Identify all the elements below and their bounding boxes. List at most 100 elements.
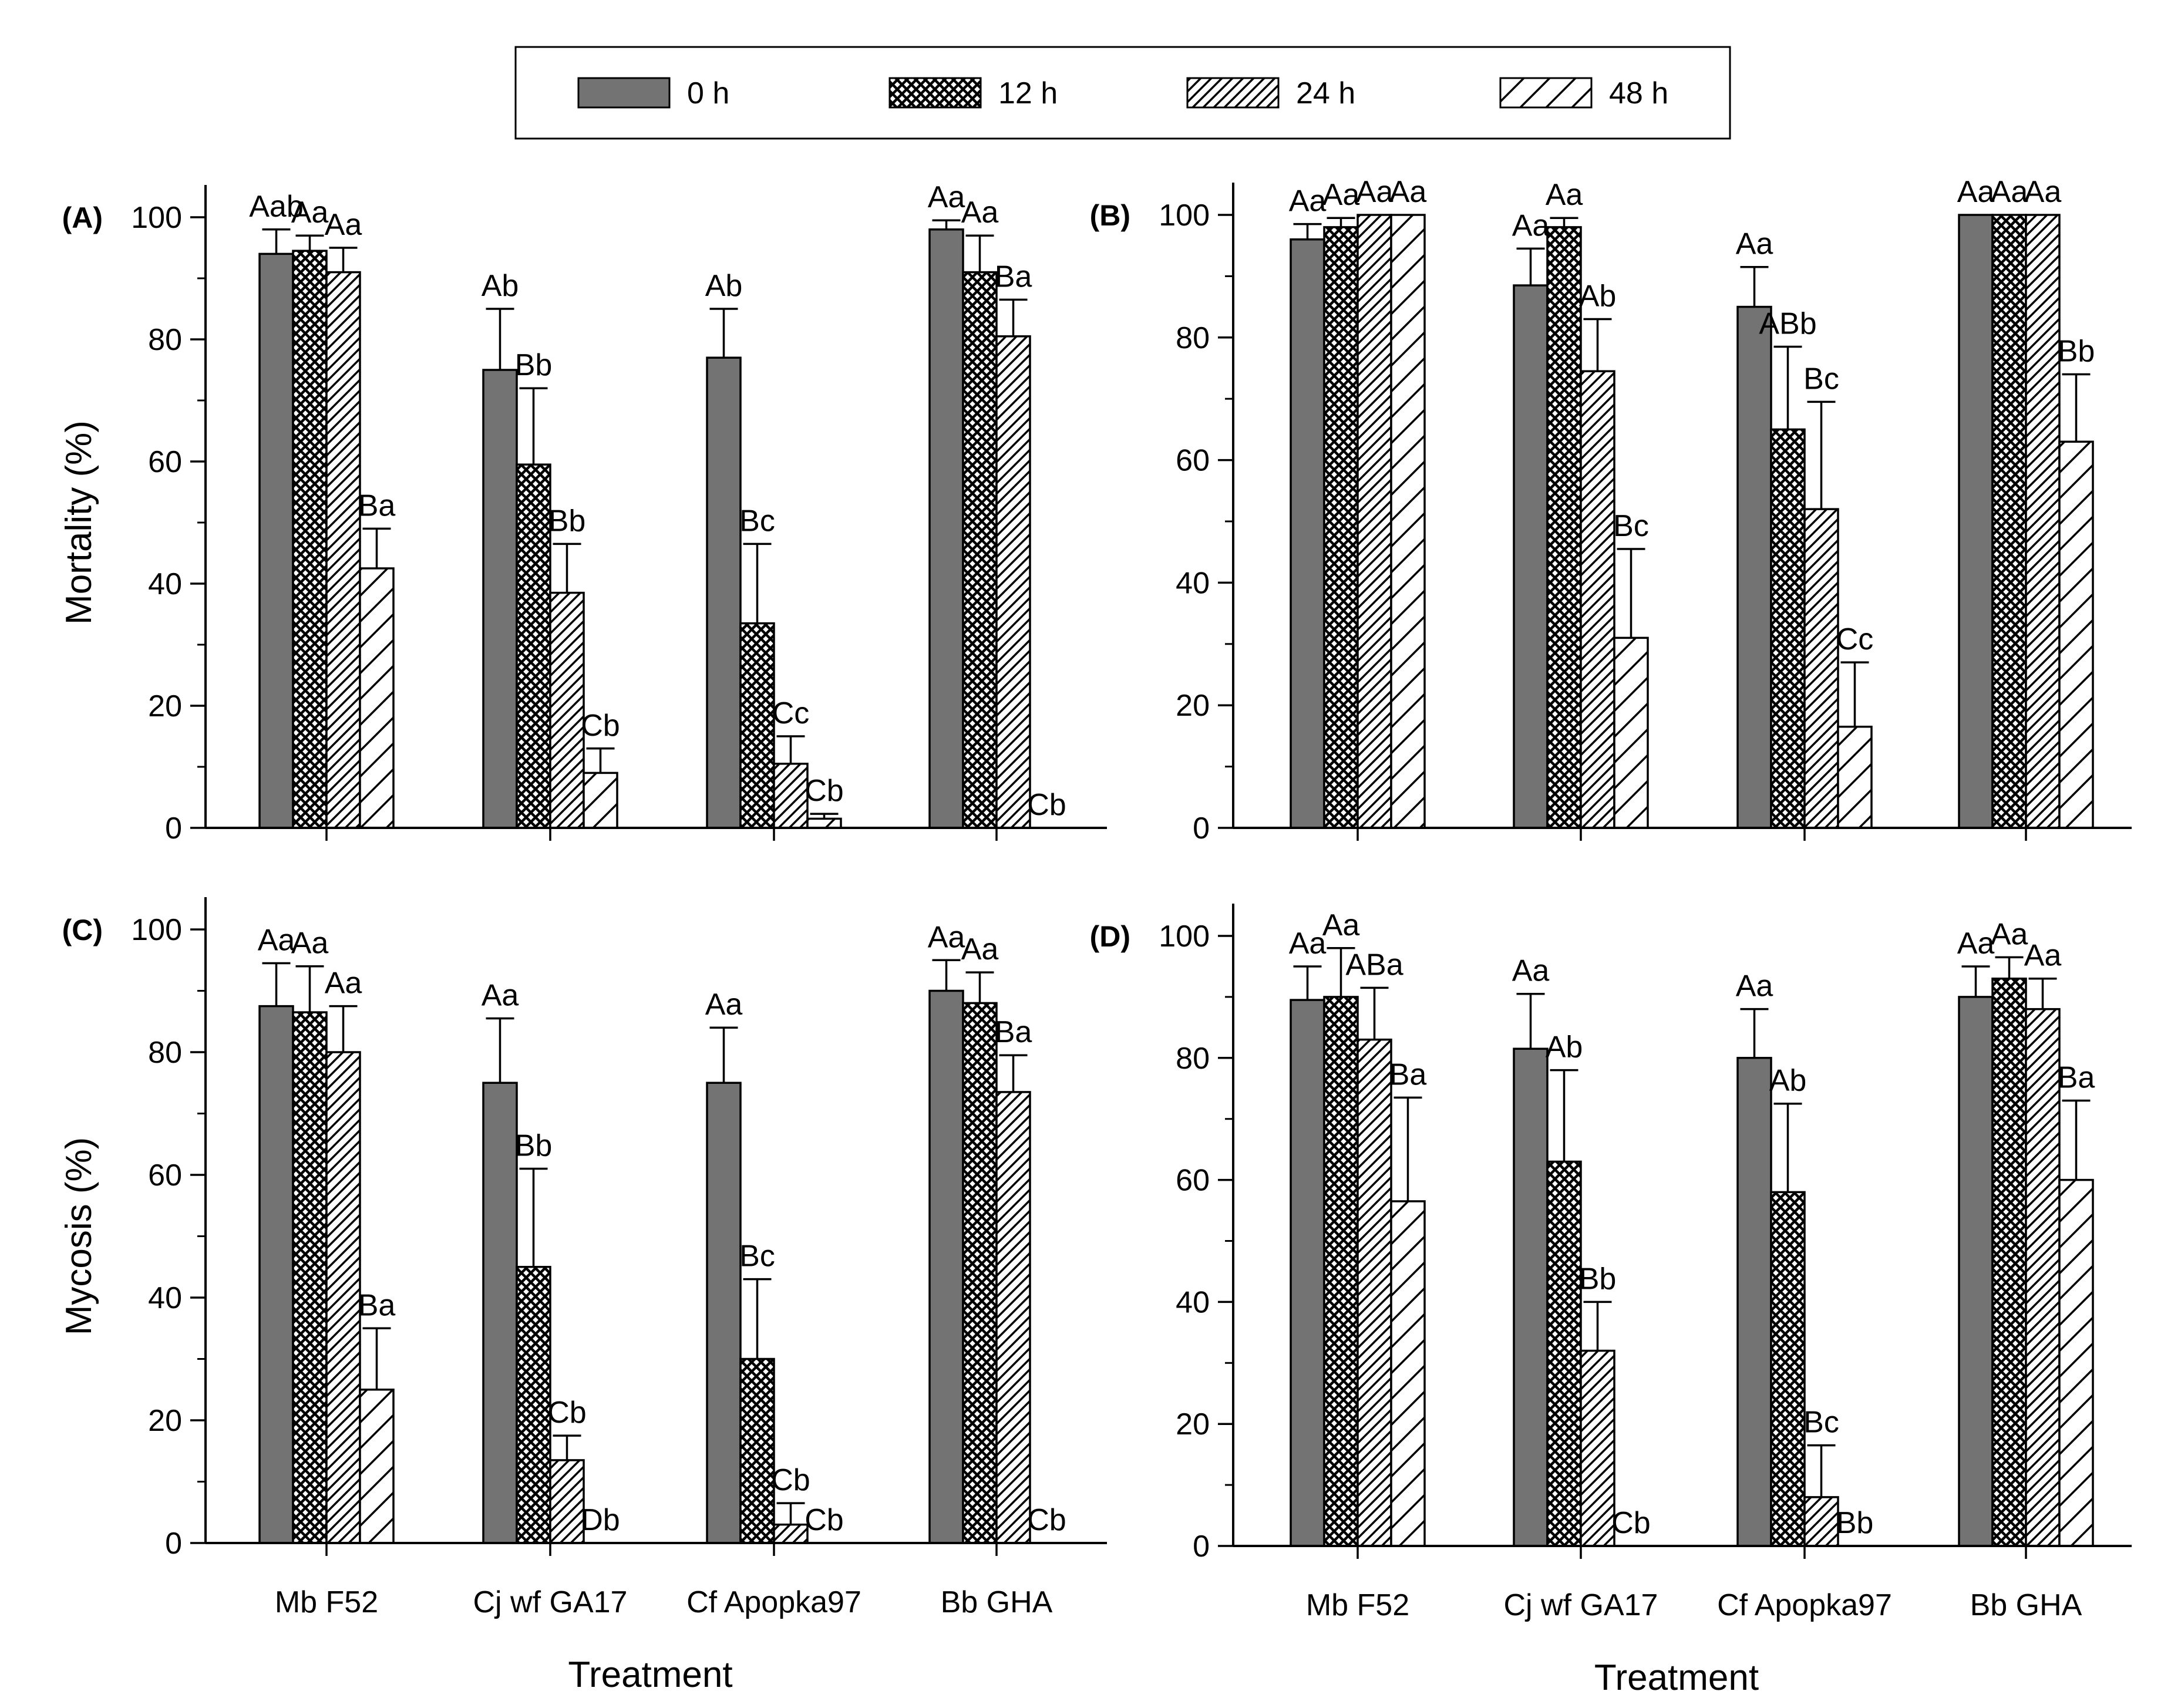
panel-b-ytick-label-60: 60 [1176,444,1210,478]
panel-d-sig-mb-f52-0h: Aa [1289,927,1327,961]
panel-c-bar-mb-f52-0h [258,1005,294,1544]
panel-d-ytick-label-80: 80 [1176,1042,1210,1076]
legend-swatch-0h [577,77,671,109]
panel-c-ytick-label-20: 20 [148,1404,182,1438]
panel-d-sig-mb-f52-24h: ABa [1345,948,1403,982]
panel-b-sig-bb-gha-12h: Aa [1991,175,2028,209]
panel-c-bar-cj-wf-ga17-0h [482,1082,518,1544]
panel-b-sig-cf-apopka97-12h: ABb [1759,306,1816,341]
panel-c-bar-cf-apopka97-12h [739,1357,775,1544]
panel-a-sig-mb-f52-12h: Aa [291,196,329,230]
panel-a-ytick-label-20: 20 [148,689,182,723]
panel-d-bar-cj-wf-ga17-0h [1513,1047,1549,1547]
panel-b-sig-cf-apopka97-48h: Cc [1836,622,1874,656]
panel-b-ytick-label-0: 0 [1193,811,1210,845]
panel-b-bar-cf-apopka97-48h [1837,725,1873,829]
legend-label-48h: 48 h [1609,76,1668,110]
panel-a-bar-cj-wf-ga17-0h [482,369,518,829]
panel-c-category-label-cf-apopka97: Cf Apopka97 [686,1585,861,1619]
panel-d-sig-cj-wf-ga17-12h: Ab [1546,1030,1583,1064]
panel-a-ytick-label-100: 100 [131,201,182,235]
panel-b-sig-mb-f52-0h: Aa [1289,184,1327,218]
panel-a-bar-cf-apopka97-24h [773,763,809,829]
panel-c-category-label-bb-gha: Bb GHA [941,1585,1053,1619]
legend-swatch-24h [1186,77,1280,109]
panel-d-bar-cf-apopka97-0h [1736,1057,1772,1547]
panel-d-bar-cf-apopka97-12h [1770,1191,1806,1547]
panel-a-bar-mb-f52-48h [359,567,395,829]
panel-c-ytick-label-0: 0 [165,1527,182,1561]
panel-b-bar-cf-apopka97-12h [1770,428,1806,829]
panel-c-bar-mb-f52-24h [325,1051,361,1544]
panel-c-sig-cj-wf-ga17-24h: Cb [547,1396,586,1430]
panel-b-bar-mb-f52-24h [1357,214,1392,829]
legend-item-12h: 12 h [888,76,1058,110]
panel-c-sig-mb-f52-0h: Aa [258,923,295,957]
panel-b-bar-cj-wf-ga17-12h [1546,226,1582,829]
legend-swatch-12h [888,77,982,109]
panel-d-bar-cj-wf-ga17-12h [1546,1160,1582,1547]
panel-d-category-label-cf-apopka97: Cf Apopka97 [1717,1588,1892,1622]
panel-c-bar-cf-apopka97-24h [773,1523,809,1544]
panel-c-sig-mb-f52-24h: Aa [325,966,362,1000]
panel-a-sig-cj-wf-ga17-48h: Cb [581,709,620,743]
panel-d-sig-cj-wf-ga17-24h: Bb [1579,1262,1617,1296]
panel-d-bar-bb-gha-0h [1958,996,1994,1547]
panel-c-bar-bb-gha-24h [995,1091,1031,1544]
panel-a-bar-cf-apopka97-48h [806,817,842,829]
panel-a-bar-cj-wf-ga17-48h [583,772,618,829]
panel-a-sig-cf-apopka97-48h: Cb [805,774,843,808]
panel-a-ytick-label-60: 60 [148,445,182,479]
panel-d-sig-cj-wf-ga17-48h: Cb [1611,1506,1650,1540]
panel-d-ytick-label-20: 20 [1176,1407,1210,1441]
panel-a-bar-mb-f52-0h [258,252,294,829]
panel-a-ytick-label-40: 40 [148,567,182,601]
panel-c-sig-bb-gha-48h: Cb [1027,1503,1066,1537]
panel-b-sig-cf-apopka97-0h: Aa [1736,227,1773,261]
panel-c-sig-cj-wf-ga17-48h: Db [581,1503,620,1537]
panel-c-label: (C) [62,914,103,946]
panel-b-sig-cj-wf-ga17-24h: Ab [1579,279,1617,313]
panel-b-bar-bb-gha-0h [1958,214,1994,829]
panel-d-bar-mb-f52-12h [1323,996,1359,1547]
panel-b-bar-mb-f52-12h [1323,226,1359,829]
panel-c-category-label-cj-wf-ga17: Cj wf GA17 [473,1585,628,1619]
panel-c-ytick-label-80: 80 [148,1036,182,1070]
panel-b-bar-cf-apopka97-0h [1736,305,1772,829]
panel-b-sig-bb-gha-24h: Aa [2024,175,2062,209]
panel-d-ytick-label-0: 0 [1193,1530,1210,1564]
legend-swatch-48h [1499,77,1593,109]
panel-d-bar-bb-gha-48h [2058,1178,2094,1547]
panel-d-bar-cf-apopka97-24h [1803,1496,1839,1547]
panel-c-bar-cj-wf-ga17-12h [516,1266,551,1544]
panel-a-y-axis-title: Mortality (%) [59,420,99,625]
panel-a-sig-cj-wf-ga17-12h: Bb [515,348,553,382]
panel-b-ytick-label-80: 80 [1176,321,1210,355]
panel-a-sig-cj-wf-ga17-0h: Ab [482,269,519,303]
panel-b-label: (B) [1090,199,1130,232]
panel-d-sig-bb-gha-12h: Aa [1991,917,2028,951]
panel-c-y-axis-title: Mycosis (%) [59,1137,99,1336]
panel-b-sig-mb-f52-12h: Aa [1322,178,1360,212]
panel-b-bar-cf-apopka97-24h [1803,508,1839,829]
panel-c-bar-mb-f52-12h [292,1011,328,1544]
panel-b-sig-mb-f52-24h: Aa [1356,175,1394,209]
panel-c-sig-cf-apopka97-48h: Cb [805,1503,843,1537]
panel-b-bar-bb-gha-24h [2025,214,2061,829]
legend-label-24h: 24 h [1296,76,1355,110]
legend-item-24h: 24 h [1186,76,1355,110]
panel-d-sig-cf-apopka97-0h: Aa [1736,969,1773,1003]
panel-d-sig-bb-gha-0h: Aa [1957,927,1995,961]
panel-d-ytick-label-100: 100 [1159,919,1210,954]
legend-label-0h: 0 h [687,76,729,110]
panel-a-sig-bb-gha-24h: Ba [995,260,1032,294]
panel-c-ytick-label-60: 60 [148,1158,182,1192]
panel-a-sig-cf-apopka97-12h: Bc [739,504,775,538]
panel-a-bar-cf-apopka97-12h [739,622,775,829]
panel-b-bar-cj-wf-ga17-24h [1580,370,1615,829]
panel-b: AaAaAaAaAaAaAbBcAaABbBcCcAaAaAaBb0204060… [1090,175,2132,845]
panel-b-bar-mb-f52-0h [1290,238,1325,829]
